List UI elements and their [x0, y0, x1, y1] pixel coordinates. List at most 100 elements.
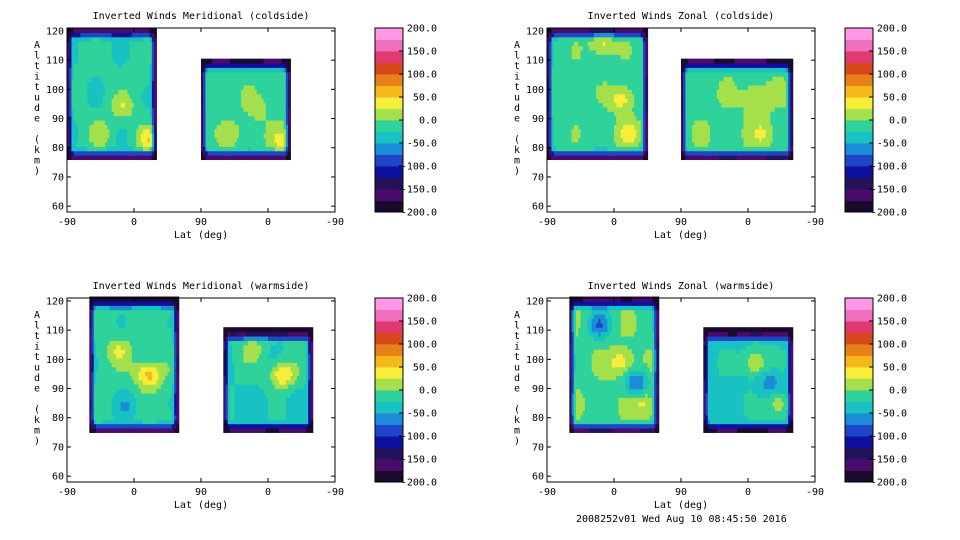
- heat-cell: [218, 102, 222, 108]
- heat-cell: [87, 150, 90, 156]
- heat-cell: [131, 133, 135, 139]
- heat-cell: [721, 146, 725, 152]
- heat-cell: [607, 36, 611, 42]
- heat-cell: [270, 150, 274, 156]
- heat-cell: [625, 133, 628, 139]
- heat-cell: [71, 28, 75, 33]
- colorbar-swatch: [845, 189, 873, 201]
- heat-cell: [270, 120, 274, 125]
- heat-cell: [759, 89, 762, 95]
- heat-cell: [216, 58, 220, 64]
- heat-cell: [607, 141, 611, 147]
- heat-cell: [122, 67, 126, 73]
- heat-cell: [151, 137, 155, 143]
- heat-cell: [611, 32, 615, 38]
- heat-cell: [131, 120, 135, 125]
- heat-cell: [549, 128, 553, 134]
- heat-cell: [154, 67, 157, 73]
- heat-cell: [777, 67, 780, 73]
- heat-cell: [777, 150, 780, 156]
- heat-cell: [607, 84, 611, 90]
- heat-cell: [261, 146, 265, 152]
- heat-cell: [730, 84, 733, 90]
- heat-cell: [279, 93, 282, 99]
- heat-cell: [227, 93, 231, 99]
- heat-cell: [223, 133, 227, 139]
- heat-cell: [779, 102, 783, 108]
- heat-cell: [643, 80, 646, 86]
- heat-cell: [259, 155, 262, 161]
- heat-cell: [232, 84, 236, 90]
- heat-cell: [89, 76, 93, 82]
- heat-cell: [580, 28, 584, 33]
- heat-cell: [149, 120, 153, 125]
- heat-cell: [89, 427, 93, 433]
- heat-cell: [611, 146, 615, 152]
- heat-cell: [265, 84, 269, 90]
- heat-cell: [710, 58, 713, 64]
- heat-cell: [683, 93, 687, 99]
- heat-cell: [555, 137, 559, 143]
- heat-cell: [98, 318, 102, 324]
- heat-cell: [631, 80, 635, 86]
- heat-cell: [283, 89, 287, 95]
- heat-cell: [560, 71, 564, 77]
- heat-cell: [643, 98, 646, 104]
- heat-cell: [602, 128, 606, 134]
- heat-cell: [104, 410, 108, 416]
- heat-cell: [98, 410, 102, 416]
- heat-cell: [281, 124, 285, 130]
- heat-cell: [71, 54, 75, 60]
- heat-cell: [631, 84, 635, 90]
- heat-cell: [89, 340, 93, 346]
- heat-cell: [256, 58, 260, 64]
- heat-cell: [256, 106, 260, 112]
- heat-cell: [701, 150, 704, 156]
- heat-cell: [252, 146, 256, 152]
- heat-cell: [725, 106, 729, 112]
- heat-cell: [71, 141, 75, 147]
- heat-cell: [67, 93, 70, 99]
- heat-cell: [136, 80, 140, 86]
- heat-cell: [640, 63, 644, 69]
- heat-cell: [602, 32, 606, 38]
- heat-cell: [268, 150, 271, 156]
- heat-cell: [91, 375, 95, 381]
- heat-cell: [716, 102, 720, 108]
- heat-cell: [643, 128, 646, 134]
- heat-cell: [100, 327, 104, 333]
- heat-cell: [104, 28, 108, 33]
- heat-cell: [100, 357, 104, 363]
- heat-cell: [227, 84, 231, 90]
- heat-cell: [605, 146, 608, 152]
- heat-cell: [268, 58, 271, 64]
- heat-cell: [638, 93, 642, 99]
- heat-cell: [701, 155, 704, 161]
- heat-cell: [250, 141, 253, 147]
- heat-cell: [122, 137, 126, 143]
- heat-cell: [587, 71, 591, 77]
- heat-cell: [582, 84, 586, 90]
- heat-cell: [91, 28, 95, 33]
- heat-cell: [730, 155, 733, 161]
- heat-cell: [73, 106, 77, 112]
- heat-cell: [694, 141, 698, 147]
- heat-cell: [770, 93, 774, 99]
- heat-cell: [125, 150, 128, 156]
- heat-cell: [252, 58, 256, 64]
- heat-cell: [571, 141, 575, 147]
- heat-cell: [701, 124, 704, 130]
- heat-cell: [584, 28, 588, 33]
- heat-cell: [640, 89, 644, 95]
- heat-cell: [602, 111, 606, 117]
- heat-cell: [281, 63, 285, 69]
- heat-cell: [87, 28, 90, 33]
- heat-cell: [593, 41, 597, 47]
- heat-cell: [716, 150, 720, 156]
- heat-cell: [91, 362, 95, 368]
- heat-cell: [140, 89, 144, 95]
- heat-cell: [553, 54, 557, 60]
- heat-cell: [645, 58, 649, 64]
- heat-cell: [763, 84, 767, 90]
- heat-cell: [84, 111, 88, 117]
